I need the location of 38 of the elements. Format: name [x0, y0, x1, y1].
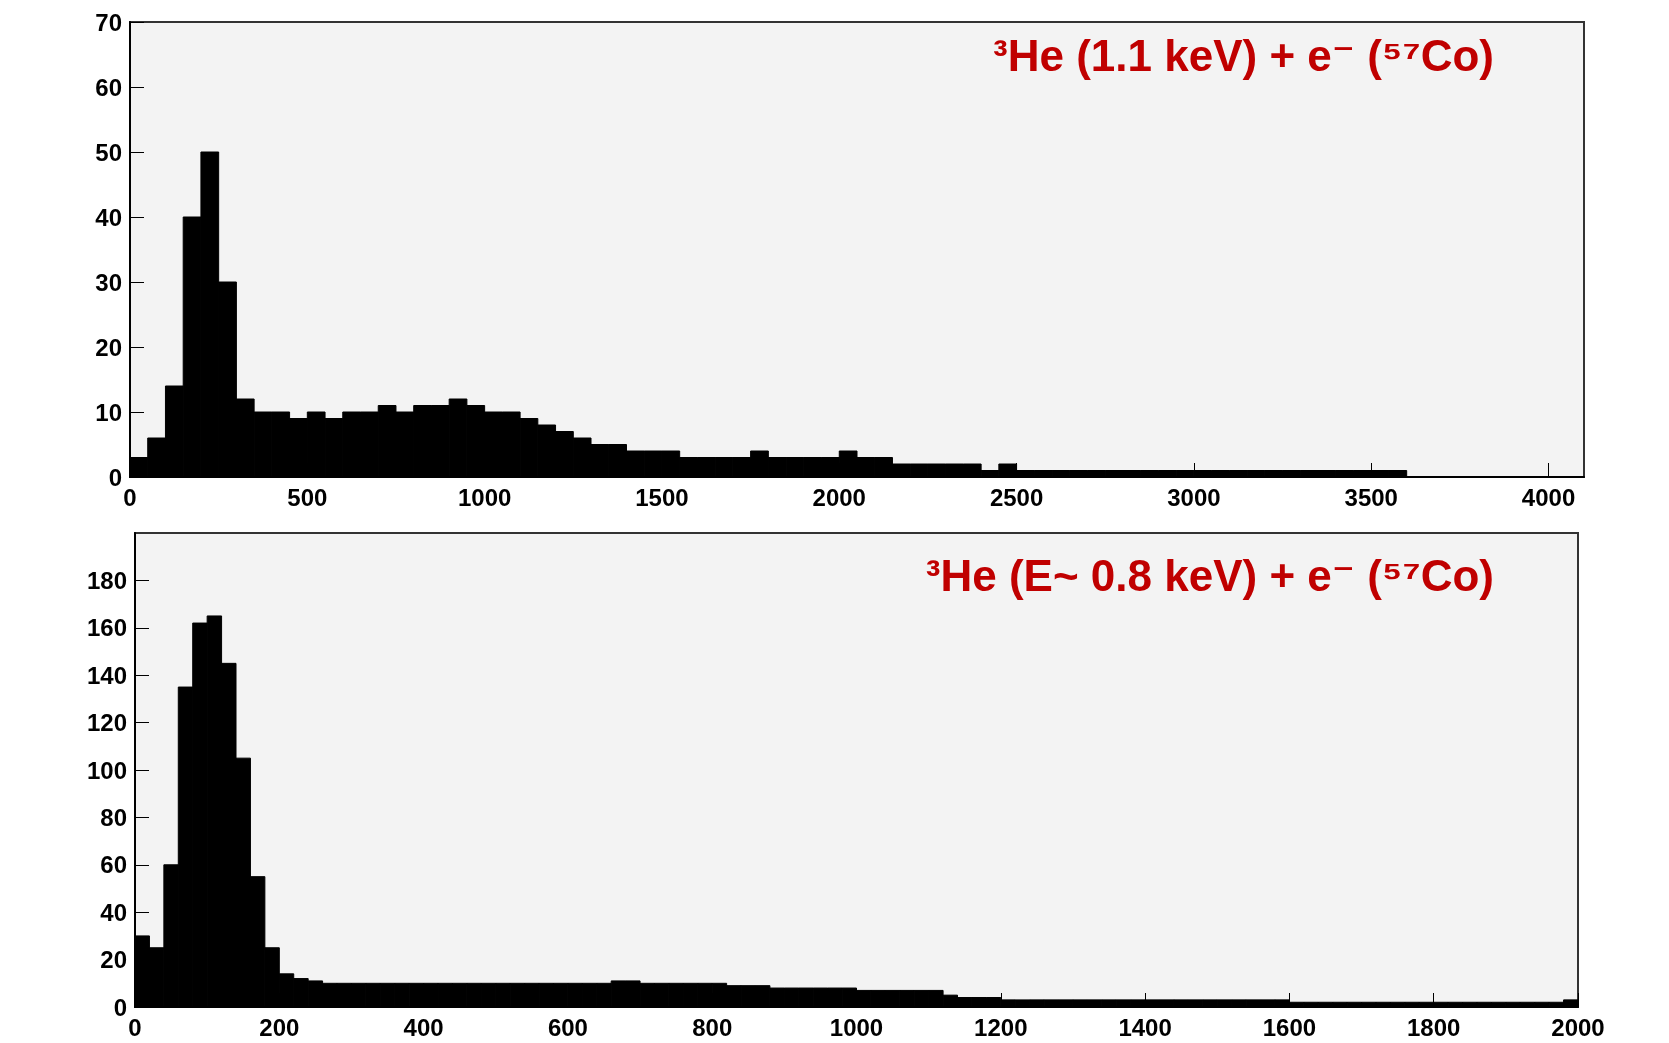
y-tick-label: 100 — [86, 756, 127, 784]
y-tick-label: 10 — [95, 398, 122, 426]
y-tick-label: 0 — [113, 993, 127, 1021]
y-tick-label: 160 — [86, 614, 127, 642]
x-tick-label: 1600 — [1262, 1013, 1317, 1041]
y-tick-label: 40 — [100, 898, 127, 926]
x-tick-label: 3000 — [1167, 483, 1221, 511]
chart-title: ³He (1.1 keV) + e⁻ (⁵⁷Co) — [993, 30, 1494, 80]
x-tick-label: 500 — [287, 483, 328, 511]
x-tick-label: 1000 — [829, 1013, 884, 1041]
y-tick-label: 120 — [86, 709, 127, 737]
y-tick-label: 40 — [95, 203, 122, 231]
x-tick-label: 4000 — [1521, 483, 1576, 511]
x-tick-label: 600 — [547, 1013, 588, 1041]
y-tick-label: 180 — [86, 566, 127, 594]
x-tick-label: 2000 — [812, 483, 866, 511]
y-tick-label: 30 — [95, 268, 122, 296]
x-tick-label: 200 — [259, 1013, 300, 1041]
x-tick-label: 1500 — [635, 483, 689, 511]
y-tick-label: 20 — [95, 333, 122, 361]
x-tick-label: 1000 — [457, 483, 512, 511]
y-tick-label: 60 — [100, 851, 127, 879]
y-tick-label: 0 — [108, 463, 122, 491]
x-tick-label: 2500 — [989, 483, 1044, 511]
y-tick-label: 60 — [95, 73, 122, 101]
x-tick-label: 400 — [403, 1013, 444, 1041]
chart-title: ³He (E~ 0.8 keV) + e⁻ (⁵⁷Co) — [925, 550, 1494, 600]
x-tick-label: 1200 — [974, 1013, 1028, 1041]
y-tick-label: 140 — [86, 661, 127, 689]
x-tick-label: 1800 — [1407, 1013, 1461, 1041]
x-tick-label: 1400 — [1118, 1013, 1172, 1041]
x-tick-label: 3500 — [1344, 483, 1398, 511]
y-tick-label: 70 — [95, 8, 122, 36]
x-tick-label: 800 — [692, 1013, 733, 1041]
y-tick-label: 50 — [95, 138, 122, 166]
x-tick-label: 2000 — [1551, 1013, 1605, 1041]
y-tick-label: 20 — [100, 946, 127, 974]
y-tick-label: 80 — [100, 803, 127, 831]
